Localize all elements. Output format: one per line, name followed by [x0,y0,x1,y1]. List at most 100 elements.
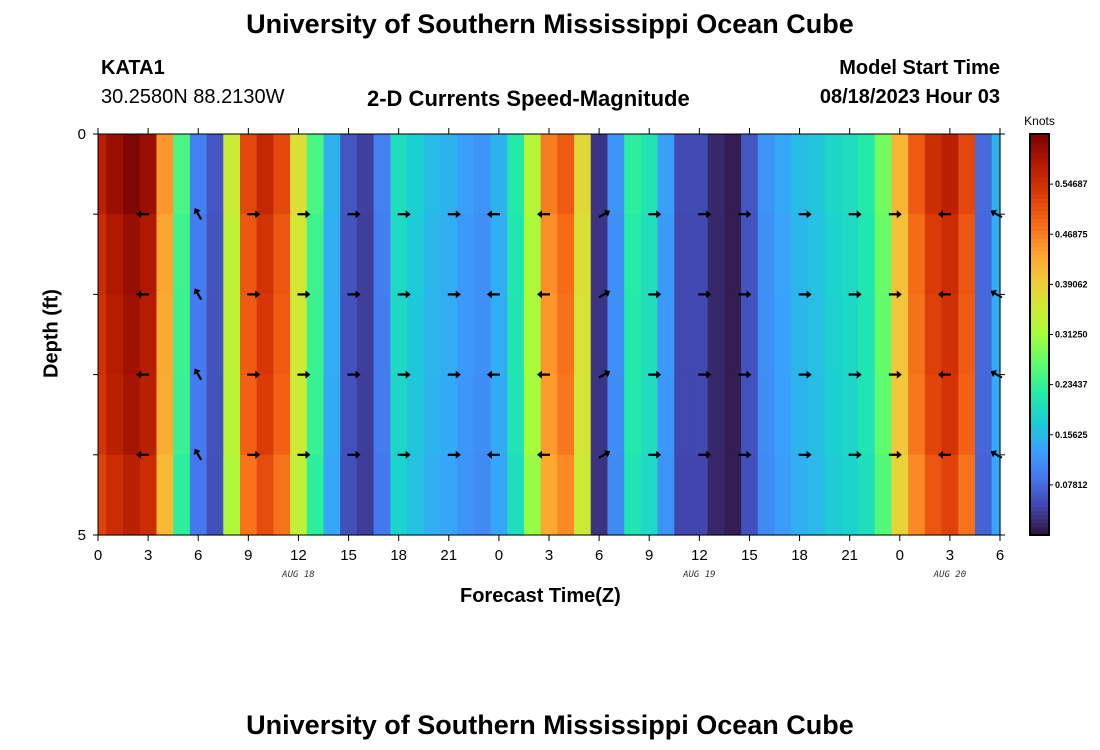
heatmap-cell [657,374,675,456]
heatmap-cell [340,374,358,456]
current-arrow [136,210,150,219]
colorbar-segment [1030,354,1049,360]
current-arrow [193,448,203,461]
heatmap-cell [507,214,525,295]
heatmap-cell [523,454,542,536]
colorbar-segment [1030,358,1049,364]
heatmap-cell [139,214,158,295]
colorbar-segment [1030,274,1049,279]
colorbar-segment [1030,362,1049,368]
heatmap-cell [657,134,675,215]
current-arrow [397,210,411,219]
colorbar-segment [1030,170,1049,175]
colorbar-segment [1030,166,1049,171]
heatmap-cell [440,374,458,456]
heatmap-cell [824,454,842,536]
heatmap-cell [707,134,725,215]
colorbar-segment [1030,494,1049,500]
heatmap-cell [440,134,458,215]
heatmap-cell [624,134,642,215]
model-start-time: 08/18/2023 Hour 03 [819,86,1000,108]
current-arrow [136,370,150,379]
colorbar-segment [1030,154,1049,159]
heatmap-cell [991,134,1001,215]
heatmap-cell [858,134,876,215]
heatmap-cell [139,134,158,215]
colorbar-segment [1030,398,1049,404]
heatmap-cell [423,294,442,376]
colorbar-segment [1030,342,1049,348]
heatmap-cell [323,134,341,215]
heatmap-cell [223,454,241,536]
heatmap-cell [507,294,525,376]
heatmap-cell [373,294,391,376]
heatmap-cell [974,454,993,536]
colorbar-segment [1030,414,1049,420]
colorbar-segment [1030,218,1049,223]
heatmap-cell [306,454,325,536]
current-arrow [136,450,150,459]
heatmap-cell [273,374,291,456]
heatmap-cell [356,454,375,536]
colorbar-segment [1030,150,1049,155]
heatmap-cell [657,454,675,536]
current-arrow [648,210,662,219]
heatmap-cell [741,454,759,536]
heatmap-cell [340,294,358,376]
current-arrow [247,450,261,459]
colorbar-segment [1030,522,1049,528]
heatmap-cell [123,454,141,536]
heatmap-cell [206,214,224,295]
heatmap-cell [640,454,659,536]
current-arrow [537,290,550,299]
date-label: AUG 18 [282,570,315,580]
colorbar-segment [1030,238,1049,243]
heatmap-cell [974,374,993,456]
current-arrow [397,290,411,299]
chart-subtitle: 2-D Currents Speed-Magnitude [367,86,690,111]
heatmap-cell [323,214,341,295]
heatmap-cell [239,454,258,536]
current-arrow [347,290,361,299]
heatmap-cell [791,454,809,536]
heatmap-cell [674,374,692,456]
heatmap-cell [841,454,859,536]
heatmap-cell [123,214,141,295]
colorbar-segment [1030,474,1049,480]
colorbar-segment [1030,442,1049,448]
heatmap-cell [624,214,642,295]
colorbar-segment [1030,290,1049,295]
current-arrow [136,290,150,299]
heatmap-cell [173,214,191,295]
current-arrow [537,450,550,459]
heatmap-cell [540,134,558,215]
heatmap-cell [139,294,158,376]
colorbar-segment [1030,426,1049,432]
heatmap-cell [306,294,325,376]
heatmap-cell [607,374,625,456]
station-location: 30.2580N 88.2130W [101,86,285,108]
heatmap-cell [323,374,341,456]
heatmap-cell [173,294,191,376]
colorbar-segment [1030,182,1049,187]
colorbar-segment [1030,470,1049,476]
heatmap-cell [473,294,492,376]
current-arrow [486,210,500,219]
colorbar-segment [1030,142,1049,147]
current-arrow [297,450,311,459]
heatmap-cell [390,454,408,536]
y-tick-label: 0 [78,126,86,143]
x-tick-label: 21 [440,547,457,564]
current-arrow [347,450,361,459]
colorbar-segment [1030,406,1049,412]
heatmap-cell [757,454,776,536]
heatmap-cell [306,374,325,456]
chart-title: University of Southern Mississippi Ocean… [246,9,854,39]
colorbar-segment [1030,466,1049,472]
x-tick-label: 9 [244,547,252,564]
heatmap-cell [958,454,976,536]
heatmap-cell [189,134,208,215]
heatmap-cell [256,374,274,456]
colorbar-segment [1030,294,1049,299]
heatmap-cell [624,454,642,536]
